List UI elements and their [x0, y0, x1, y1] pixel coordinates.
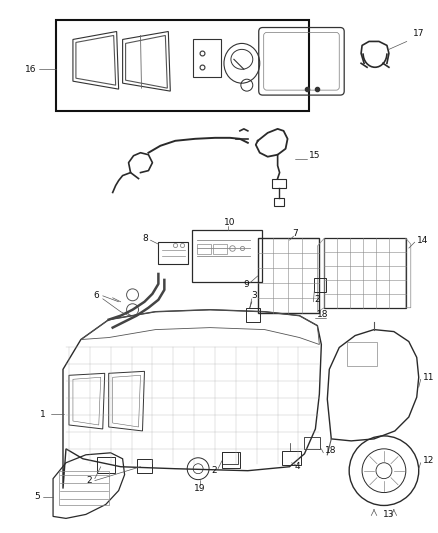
- Text: 12: 12: [423, 456, 434, 465]
- Text: 18: 18: [325, 446, 337, 455]
- Bar: [304, 437, 320, 449]
- Text: 11: 11: [423, 373, 434, 382]
- Bar: [56, 20, 309, 111]
- Text: 18: 18: [318, 310, 329, 319]
- Text: 6: 6: [93, 292, 99, 300]
- Text: 2: 2: [314, 295, 320, 304]
- Bar: [314, 278, 326, 292]
- Bar: [197, 244, 211, 254]
- Bar: [97, 457, 115, 473]
- Text: 2: 2: [211, 466, 217, 475]
- Bar: [272, 179, 286, 189]
- Text: 3: 3: [251, 292, 257, 300]
- Bar: [347, 342, 377, 366]
- Bar: [222, 452, 240, 468]
- Text: 4: 4: [295, 462, 300, 471]
- Bar: [324, 238, 406, 308]
- Bar: [59, 471, 109, 505]
- Text: 19: 19: [194, 484, 206, 493]
- Text: 7: 7: [293, 229, 298, 238]
- Bar: [246, 308, 260, 321]
- Text: 1: 1: [40, 409, 46, 418]
- Bar: [192, 230, 262, 282]
- Bar: [159, 242, 188, 264]
- Text: 5: 5: [34, 492, 40, 501]
- Text: 16: 16: [25, 64, 37, 74]
- Bar: [193, 39, 221, 77]
- Text: 15: 15: [309, 151, 321, 160]
- Bar: [137, 459, 152, 473]
- Text: 10: 10: [224, 218, 236, 227]
- Bar: [282, 451, 301, 465]
- Text: 17: 17: [413, 29, 424, 38]
- Bar: [222, 452, 238, 464]
- Text: 8: 8: [143, 233, 148, 243]
- Bar: [274, 198, 283, 206]
- Text: 14: 14: [417, 236, 428, 245]
- Bar: [258, 238, 319, 313]
- Bar: [213, 244, 227, 254]
- Text: 9: 9: [243, 280, 249, 289]
- Text: 2: 2: [86, 476, 92, 485]
- Text: 13: 13: [383, 510, 395, 519]
